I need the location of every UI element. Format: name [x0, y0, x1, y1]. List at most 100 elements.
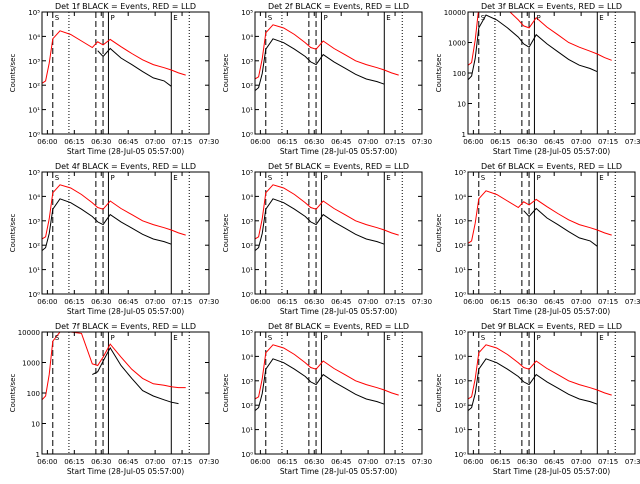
x-tick-label: 06:45: [118, 138, 138, 146]
x-tick-label: 07:15: [385, 138, 405, 146]
flag-marker: P: [536, 14, 540, 22]
x-tick-label: 06:00: [37, 298, 57, 306]
events-series-line: [92, 346, 179, 405]
flag-marker: P: [110, 334, 114, 342]
x-axis-label: Start Time (28-Jul-05 05:57:00): [67, 467, 184, 476]
y-axis-label: Counts/sec: [222, 374, 230, 413]
detector-panel-7: Det 7f BLACK = Events, RED = LLD Counts/s…: [9, 322, 219, 476]
x-tick-label: 07:15: [598, 458, 618, 466]
x-tick-label: 07:15: [598, 138, 618, 146]
detector-panel-4: Det 4f BLACK = Events, RED = LLD Counts/s…: [9, 162, 219, 316]
plot-frame: [467, 331, 636, 455]
lld-series-line: [468, 12, 612, 66]
lld-series-line: [468, 190, 612, 244]
x-tick-label: 06:45: [331, 298, 351, 306]
events-series-line: [468, 14, 598, 81]
y-tick-label: 10⁴: [28, 193, 40, 201]
panel-title: Det 8f BLACK = Events, RED = LLD: [268, 322, 409, 331]
events-series-line: [42, 198, 172, 251]
x-axis-label: Start Time (28-Jul-05 05:57:00): [493, 147, 610, 156]
x-tick-label: 06:15: [277, 458, 297, 466]
y-axis-label: Counts/sec: [435, 214, 443, 253]
flag-marker: E: [599, 174, 603, 182]
x-tick-label: 07:15: [172, 298, 192, 306]
flag-marker: E: [599, 14, 603, 22]
y-tick-label: 10³: [28, 218, 40, 226]
x-tick-label: 06:30: [517, 138, 537, 146]
y-tick-label: 10⁴: [241, 193, 253, 201]
x-tick-label: 07:30: [199, 138, 219, 146]
x-tick-label: 07:00: [358, 138, 378, 146]
y-axis-label: Counts/sec: [222, 54, 230, 93]
x-tick-label: 07:15: [172, 458, 192, 466]
panel-title: Det 6f BLACK = Events, RED = LLD: [481, 162, 622, 171]
detector-panel-5: Det 5f BLACK = Events, RED = LLD Counts/s…: [222, 162, 432, 316]
y-tick-label: 10⁵: [241, 9, 253, 17]
x-tick-label: 07:15: [598, 298, 618, 306]
x-tick-label: 06:30: [517, 298, 537, 306]
y-tick-label: 10¹: [454, 427, 466, 435]
y-tick-label: 10⁵: [28, 169, 40, 177]
panel-title: Det 4f BLACK = Events, RED = LLD: [55, 162, 196, 171]
y-tick-label: 10²: [241, 82, 253, 90]
x-tick-label: 06:15: [64, 138, 84, 146]
plot-frame: [254, 331, 423, 455]
y-tick-label: 10²: [454, 242, 466, 250]
y-tick-label: 10⁰: [454, 291, 466, 299]
panel-title: Det 9f BLACK = Events, RED = LLD: [481, 322, 622, 331]
y-tick-label: 10¹: [241, 427, 253, 435]
y-tick-label: 1: [462, 131, 466, 139]
y-tick-label: 10⁰: [28, 131, 40, 139]
x-tick-label: 06:30: [91, 138, 111, 146]
detector-panel-1: Det 1f BLACK = Events, RED = LLD Counts/s…: [9, 2, 219, 156]
x-tick-label: 06:45: [331, 458, 351, 466]
x-tick-label: 06:30: [91, 298, 111, 306]
x-tick-label: 06:15: [490, 138, 510, 146]
y-tick-label: 10: [31, 421, 40, 429]
y-tick-label: 10³: [28, 58, 40, 66]
x-tick-label: 06:00: [250, 458, 270, 466]
x-axis-label: Start Time (28-Jul-05 05:57:00): [280, 147, 397, 156]
lld-series-line: [255, 184, 399, 240]
x-tick-label: 07:00: [145, 298, 165, 306]
y-tick-label: 10²: [241, 242, 253, 250]
y-tick-label: 10⁵: [454, 329, 466, 337]
x-tick-label: 06:45: [331, 138, 351, 146]
y-axis-label: Counts/sec: [9, 214, 17, 253]
x-axis-label: Start Time (28-Jul-05 05:57:00): [280, 307, 397, 316]
flag-marker: S: [55, 174, 60, 182]
panel-title: Det 5f BLACK = Events, RED = LLD: [268, 162, 409, 171]
plot-frame: [467, 171, 636, 295]
lld-series-line: [42, 30, 186, 84]
y-tick-label: 10: [457, 101, 466, 109]
flag-marker: E: [386, 14, 390, 22]
y-tick-label: 10¹: [241, 267, 253, 275]
flag-marker: P: [110, 14, 114, 22]
x-tick-label: 07:30: [412, 138, 432, 146]
y-tick-label: 10⁰: [241, 451, 253, 459]
y-tick-label: 10⁰: [454, 451, 466, 459]
x-tick-label: 07:00: [571, 458, 591, 466]
flag-marker: P: [536, 174, 540, 182]
flag-marker: E: [599, 334, 603, 342]
x-axis-label: Start Time (28-Jul-05 05:57:00): [67, 307, 184, 316]
events-series-line: [255, 38, 385, 91]
x-tick-label: 07:30: [412, 458, 432, 466]
events-series-line: [468, 358, 598, 411]
y-tick-label: 10²: [28, 82, 40, 90]
x-tick-label: 06:00: [463, 458, 483, 466]
y-tick-label: 10000: [444, 9, 466, 17]
x-tick-label: 07:00: [145, 138, 165, 146]
panel-title: Det 7f BLACK = Events, RED = LLD: [55, 322, 196, 331]
events-series-line: [255, 198, 385, 251]
y-tick-label: 10¹: [454, 267, 466, 275]
y-tick-label: 10⁵: [28, 9, 40, 17]
y-tick-label: 10⁰: [241, 131, 253, 139]
detector-panel-2: Det 2f BLACK = Events, RED = LLD Counts/s…: [222, 2, 432, 156]
x-tick-label: 06:15: [277, 298, 297, 306]
y-tick-label: 10³: [241, 218, 253, 226]
plot-frame: [254, 11, 423, 135]
y-tick-label: 10²: [28, 242, 40, 250]
